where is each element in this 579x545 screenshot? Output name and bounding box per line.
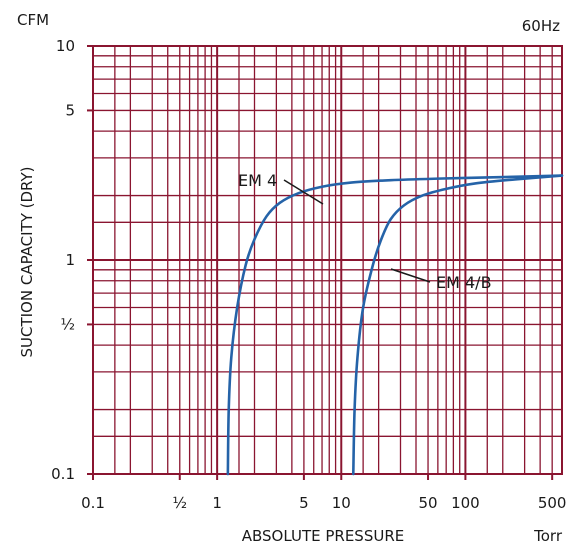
- y-tick-label: ½: [60, 315, 75, 333]
- series-label-em4b: EM 4/B: [436, 273, 492, 292]
- grid: [87, 45, 563, 480]
- x-tick-label: 5: [299, 494, 309, 512]
- em4-curve: [226, 174, 564, 476]
- y-tick-label: 5: [65, 101, 75, 119]
- x-tick-label: 0.1: [81, 494, 105, 512]
- curves: [226, 174, 564, 476]
- y-tick-label: 10: [56, 37, 75, 55]
- y-tick-label: 1: [65, 251, 75, 269]
- y-axis-title: SUCTION CAPACITY (DRY): [18, 166, 36, 357]
- y-unit-label: CFM: [17, 11, 49, 29]
- frequency-label: 60Hz: [522, 17, 560, 35]
- series-label-em4: EM 4: [238, 171, 277, 190]
- em4-leader-line: [283, 179, 324, 205]
- y-tick-label: 0.1: [51, 465, 75, 483]
- leader-lines: [283, 179, 431, 283]
- x-tick-label: 500: [538, 494, 567, 512]
- em4b-curve: [352, 174, 564, 476]
- x-tick-label: 10: [332, 494, 351, 512]
- x-tick-label: 100: [451, 494, 480, 512]
- x-tick-label: ½: [172, 494, 187, 512]
- em4b-leader-line: [390, 268, 431, 283]
- x-unit-label: Torr: [533, 527, 563, 545]
- x-tick-label: 1: [212, 494, 222, 512]
- tick-labels: 0.1 ½ 1 5 10 50 100 500 0.1 ½ 1 5 10: [51, 37, 566, 512]
- x-tick-label: 50: [418, 494, 437, 512]
- x-axis-title: ABSOLUTE PRESSURE: [242, 527, 404, 545]
